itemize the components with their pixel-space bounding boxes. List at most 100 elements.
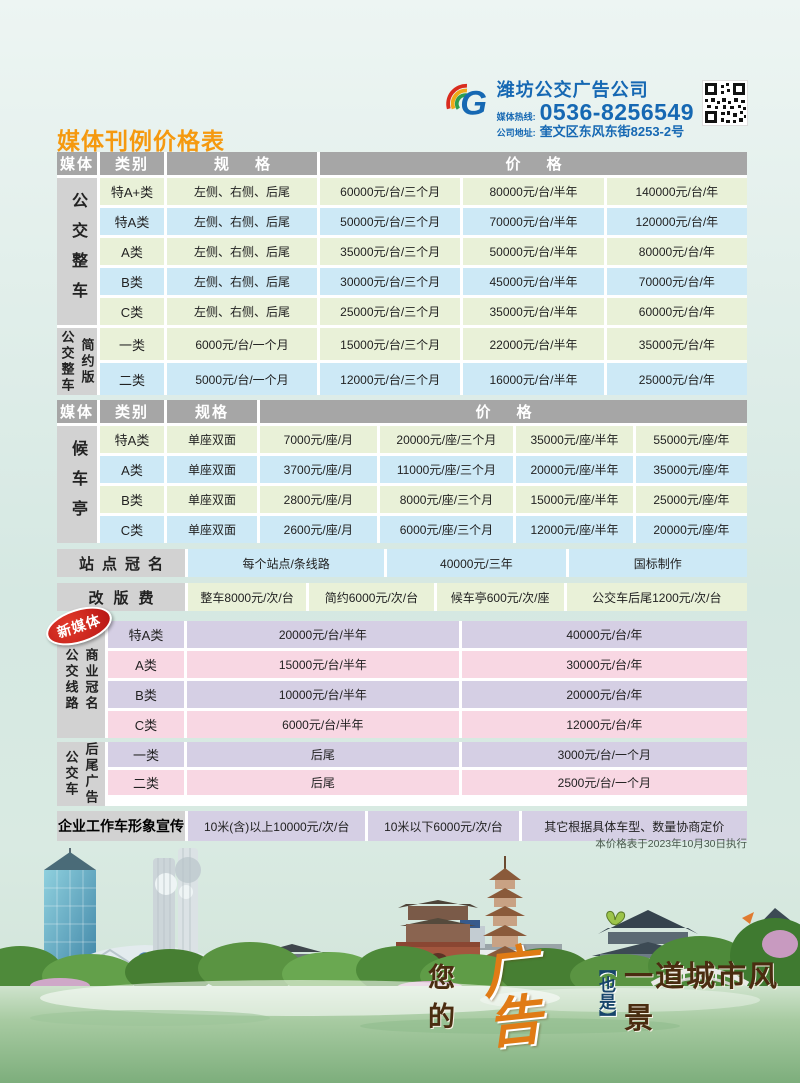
price-cell: 30000元/台/三个月 <box>320 268 461 295</box>
brand-header: G 潍坊公交广告公司 媒体热线: 0536-8256549 公司地址: 奎文区东… <box>443 80 748 140</box>
price-cell: 单座双面 <box>167 456 257 483</box>
price-cell: 2600元/座/月 <box>260 516 377 543</box>
price-cell: 40000元/台/年 <box>461 621 747 648</box>
table-row: 特A类 左侧、右侧、后尾 50000元/台/三个月 70000元/台/半年 120000… <box>100 208 747 235</box>
table-row: B类 左侧、右侧、后尾 30000元/台/三个月 45000元/台/半年 70000元/… <box>100 268 747 295</box>
enterprise-block: 企业工作车形象宣传 10米(含)以上10000元/次/台 10米以下6000元/… <box>57 811 747 841</box>
table-row: 一类 后尾 3000元/台/一个月 <box>108 742 747 767</box>
category-cell: A类 <box>100 238 164 265</box>
category-cell: A类 <box>108 651 184 678</box>
table-row: 二类 后尾 2500元/台/一个月 <box>108 770 747 795</box>
price-cell: 10米以下6000元/次/台 <box>368 811 519 841</box>
price-cell: 6000元/台/一个月 <box>167 328 317 360</box>
station-naming-label: 站点冠名 <box>57 549 185 577</box>
price-cell: 30000元/台/年 <box>461 651 747 678</box>
price-cell: 左侧、右侧、后尾 <box>167 208 317 235</box>
price-cell: 5000元/台/一个月 <box>167 363 317 395</box>
table-row: B类 10000元/台/半年 20000元/台/年 <box>108 681 747 708</box>
price-cell: 左侧、右侧、后尾 <box>167 298 317 325</box>
slogan: 您的 广告 【也是】 一道城市风景 <box>428 940 800 1055</box>
price-cell: 20000元/座/年 <box>635 516 747 543</box>
category-cell: 二类 <box>100 363 164 395</box>
revision-fee-block: 改版费 整车8000元/次/台 简约6000元/次/台 候车亭600元/次/座 … <box>57 583 747 611</box>
price-cell: 7000元/座/月 <box>260 426 377 453</box>
price-cell: 60000元/台/三个月 <box>320 178 461 205</box>
rear-ad-rows: 一类 后尾 3000元/台/一个月 二类 后尾 2500元/台/一个月 <box>108 742 747 806</box>
kite-icon <box>742 912 754 924</box>
header-price: 价格 <box>260 400 747 423</box>
section-bus-full: 公交整车 特A+类 左侧、右侧、后尾 60000元/台/三个月 80000元/台/半年… <box>57 178 747 325</box>
address-label: 公司地址: <box>496 128 536 138</box>
price-cell: 20000元/座/三个月 <box>379 426 514 453</box>
lake <box>0 980 800 1083</box>
price-cell: 20000元/台/半年 <box>187 621 459 648</box>
section-line-naming: 公交线路 商业冠名 特A类 20000元/台/半年 40000元/台/年 A类 1500… <box>57 621 747 738</box>
company-name: 潍坊公交广告公司 <box>496 80 649 100</box>
bus-full-rows: 特A+类 左侧、右侧、后尾 60000元/台/三个月 80000元/台/半年 14000… <box>100 178 747 325</box>
hotline-label: 媒体热线: <box>496 112 536 122</box>
table-row: C类 6000元/台/半年 12000元/台/年 <box>108 711 747 738</box>
price-cell: 40000元/三年 <box>387 549 566 577</box>
enterprise-label: 企业工作车形象宣传 <box>57 811 185 841</box>
line-naming-block: 新媒体 公交线路 商业冠名 特A类 20000元/台/半年 40000元/台/年 A类… <box>41 599 747 738</box>
category-cell: 特A类 <box>108 621 184 648</box>
company-logo: G <box>443 80 489 124</box>
spec-cell: 每个站点/条线路 <box>188 549 385 577</box>
price-cell: 55000元/座/年 <box>635 426 747 453</box>
price-cell: 15000元/座/半年 <box>516 486 633 513</box>
section-bus-simple: 公交整车 简约版 一类 6000元/台/一个月 15000元/台/三个月 22000元… <box>57 328 747 395</box>
price-cell: 左侧、右侧、后尾 <box>167 238 317 265</box>
price-cell: 后尾 <box>187 770 459 795</box>
table-header-row: 媒体 类别 规格 价格 <box>57 152 747 175</box>
revision-fee-label: 改版费 <box>57 583 185 611</box>
line-naming-rows: 特A类 20000元/台/半年 40000元/台/年 A类 15000元/台/半年 300… <box>108 621 747 738</box>
price-table: 媒体 类别 规格 价格 公交整车 特A+类 左侧、右侧、后尾 60000元/台/三个… <box>41 152 747 841</box>
section-rear-ad: 公交车 后尾广告 一类 后尾 3000元/台/一个月 二类 后尾 2500元/台/一个月 <box>57 742 747 806</box>
price-cell: 35000元/座/年 <box>635 456 747 483</box>
lattice-towers <box>153 848 201 973</box>
table-row: 特A类 单座双面 7000元/座/月 20000元/座/三个月 35000元/座/半年 5… <box>100 426 747 453</box>
slogan-scenery: 一道城市风景 <box>624 961 780 1035</box>
price-cell: 25000元/台/三个月 <box>320 298 461 325</box>
table-row: 站点冠名 每个站点/条线路 40000元/三年 国标制作 <box>57 549 747 577</box>
category-cell: 一类 <box>108 742 184 767</box>
price-cell: 20000元/座/半年 <box>516 456 633 483</box>
table-row: A类 左侧、右侧、后尾 35000元/台/三个月 50000元/台/半年 80000元/… <box>100 238 747 265</box>
page-title: 媒体刊例价格表 <box>57 128 225 154</box>
cityscape-illustration <box>0 848 800 1083</box>
price-cell: 15000元/台/三个月 <box>320 328 461 360</box>
price-cell: 8000元/座/三个月 <box>379 486 514 513</box>
price-cell: 80000元/台/半年 <box>463 178 604 205</box>
butterfly-icon <box>606 910 626 926</box>
price-cell: 50000元/台/三个月 <box>320 208 461 235</box>
shelter-table-block: 媒体 类别 规格 价格 候车亭 特A类 单座双面 7000元/座/月 20000元/座… <box>57 400 747 543</box>
table-row: B类 单座双面 2800元/座/月 8000元/座/三个月 15000元/座/半年 250… <box>100 486 747 513</box>
price-cell: 12000元/座/半年 <box>516 516 633 543</box>
price-cell: 35000元/台/半年 <box>463 298 604 325</box>
table-row: 改版费 整车8000元/次/台 简约6000元/次/台 候车亭600元/次/座 … <box>57 583 747 611</box>
rear-ad-block: 公交车 后尾广告 一类 后尾 3000元/台/一个月 二类 后尾 2500元/台/一个月 <box>57 742 747 806</box>
category-cell: B类 <box>108 681 184 708</box>
price-cell: 后尾 <box>187 742 459 767</box>
slogan-ad: 广告 <box>479 939 545 1056</box>
price-cell: 左侧、右侧、后尾 <box>167 268 317 295</box>
price-cell: 公交车后尾1200元/次/台 <box>566 583 747 611</box>
price-cell: 12000元/台/年 <box>461 711 747 738</box>
qr-code-icon <box>702 80 748 126</box>
price-cell: 单座双面 <box>167 486 257 513</box>
price-cell: 2800元/座/月 <box>260 486 377 513</box>
price-cell: 20000元/台/年 <box>461 681 747 708</box>
table-row: A类 15000元/台/半年 30000元/台/年 <box>108 651 747 678</box>
price-cell: 25000元/座/年 <box>635 486 747 513</box>
price-cell: 10米(含)以上10000元/次/台 <box>188 811 366 841</box>
table-row: 特A+类 左侧、右侧、后尾 60000元/台/三个月 80000元/台/半年 14000… <box>100 178 747 205</box>
price-cell: 80000元/台/年 <box>606 238 747 265</box>
category-cell: 一类 <box>100 328 164 360</box>
table-row: A类 单座双面 3700元/座/月 11000元/座/三个月 20000元/座/半年 35… <box>100 456 747 483</box>
price-cell: 60000元/台/年 <box>606 298 747 325</box>
arched-bridge <box>650 967 750 992</box>
price-cell: 70000元/台/年 <box>606 268 747 295</box>
category-cell: C类 <box>100 516 164 543</box>
shelter-rows: 特A类 单座双面 7000元/座/月 20000元/座/三个月 35000元/座/半年 5… <box>100 426 747 543</box>
price-cell: 单座双面 <box>167 516 257 543</box>
